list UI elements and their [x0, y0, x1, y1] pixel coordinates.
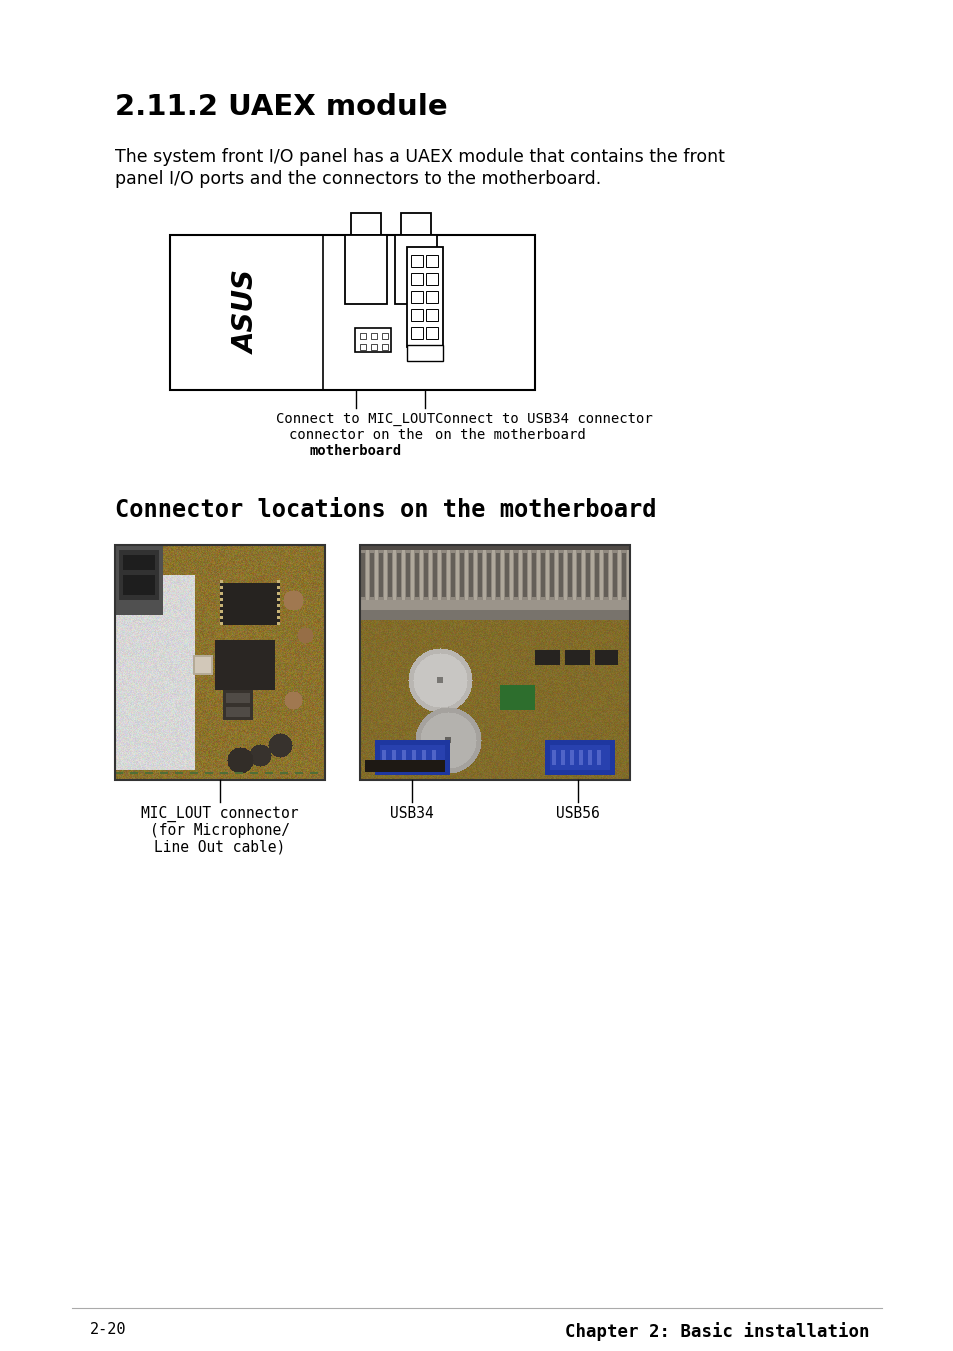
Bar — [345, 235, 387, 304]
Bar — [371, 345, 376, 350]
Bar — [426, 290, 437, 303]
Bar — [359, 544, 629, 780]
Text: Connect to MIC_LOUT: Connect to MIC_LOUT — [276, 412, 436, 426]
Text: motherboard: motherboard — [310, 444, 401, 458]
Bar — [426, 255, 437, 267]
Text: MIC_LOUT connector: MIC_LOUT connector — [141, 807, 298, 823]
Bar — [359, 332, 366, 339]
Text: panel I/O ports and the connectors to the motherboard.: panel I/O ports and the connectors to th… — [115, 170, 600, 188]
Text: 2.11.2 UAEX module: 2.11.2 UAEX module — [115, 93, 447, 122]
Bar — [411, 290, 422, 303]
Text: Connect to USB34 connector: Connect to USB34 connector — [435, 412, 652, 426]
Bar — [411, 255, 422, 267]
Bar — [426, 309, 437, 322]
Bar — [426, 327, 437, 339]
Bar — [411, 273, 422, 285]
Bar — [351, 213, 380, 235]
Bar — [115, 544, 325, 780]
Text: USB34: USB34 — [390, 807, 434, 821]
Bar — [411, 327, 422, 339]
Bar — [355, 328, 391, 353]
Text: on the motherboard: on the motherboard — [435, 428, 585, 442]
Text: Connector locations on the motherboard: Connector locations on the motherboard — [115, 499, 656, 521]
Bar — [371, 332, 376, 339]
Bar — [381, 345, 388, 350]
Text: The system front I/O panel has a UAEX module that contains the front: The system front I/O panel has a UAEX mo… — [115, 149, 724, 166]
Text: ASUS: ASUS — [233, 270, 260, 354]
Bar — [400, 213, 431, 235]
Text: connector on the: connector on the — [289, 428, 422, 442]
Bar — [359, 345, 366, 350]
Text: 2-20: 2-20 — [90, 1323, 127, 1337]
Bar — [407, 345, 442, 361]
Bar — [407, 247, 442, 347]
Bar — [395, 235, 436, 304]
Text: (for Microphone/: (for Microphone/ — [150, 823, 290, 838]
Bar — [426, 273, 437, 285]
Bar — [381, 332, 388, 339]
Text: Chapter 2: Basic installation: Chapter 2: Basic installation — [565, 1323, 869, 1342]
Text: USB56: USB56 — [556, 807, 599, 821]
Bar — [170, 235, 535, 390]
Bar — [411, 309, 422, 322]
Text: Line Out cable): Line Out cable) — [154, 840, 285, 855]
